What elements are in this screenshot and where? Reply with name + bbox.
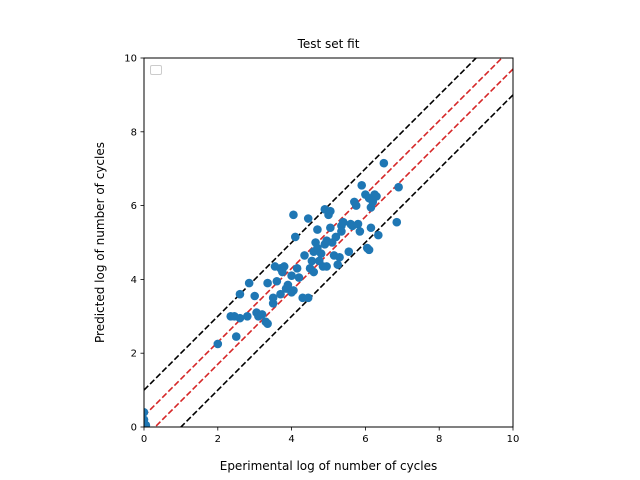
reference-line-2	[153, 68, 513, 427]
data-point	[337, 227, 346, 236]
y-tick-label: 0	[131, 423, 137, 434]
y-axis-ticks: 0 2 4 6 8 10	[124, 54, 144, 434]
data-point	[294, 273, 304, 282]
data-point	[303, 214, 313, 223]
data-point	[335, 252, 344, 262]
y-axis-label: Predicted log of number of cycles	[93, 142, 107, 343]
data-point	[366, 223, 376, 233]
data-point	[243, 312, 252, 321]
plot-frame	[143, 57, 514, 428]
data-point	[326, 223, 335, 233]
data-point	[326, 206, 335, 216]
data-point	[235, 313, 245, 323]
data-point	[231, 332, 241, 341]
data-point	[250, 291, 259, 301]
data-point	[331, 232, 341, 242]
x-tick-label: 4	[288, 434, 294, 445]
x-tick-label: 2	[215, 434, 221, 445]
data-point	[287, 271, 296, 281]
data-points	[144, 158, 403, 427]
data-point	[353, 219, 363, 229]
data-point	[144, 407, 149, 417]
data-point	[351, 201, 361, 210]
data-point	[279, 262, 289, 271]
reference-lines	[144, 58, 513, 427]
data-point	[379, 158, 389, 168]
data-point	[392, 217, 402, 227]
data-point	[263, 319, 272, 328]
reference-line-3	[144, 58, 478, 391]
data-point	[394, 182, 403, 192]
data-point	[303, 293, 313, 303]
y-tick-label: 4	[131, 275, 137, 286]
data-point	[292, 264, 302, 273]
chart-title: Test set fit	[297, 37, 360, 51]
data-point	[257, 310, 267, 319]
x-tick-label: 10	[507, 434, 520, 445]
data-point	[372, 192, 381, 201]
data-point	[364, 245, 374, 255]
x-axis-label: Eperimental log of number of cycles	[220, 459, 438, 473]
data-point	[289, 286, 298, 295]
x-tick-label: 0	[141, 434, 147, 445]
data-point	[263, 278, 272, 288]
x-tick-label: 8	[436, 434, 442, 445]
data-point	[244, 278, 254, 288]
data-point	[289, 210, 298, 220]
data-point	[322, 262, 331, 271]
x-axis-ticks: 0 2 4 6 8 10	[141, 427, 520, 445]
y-tick-label: 2	[131, 349, 137, 360]
data-point	[290, 232, 300, 242]
data-point	[272, 276, 282, 286]
data-point	[268, 299, 278, 308]
data-point	[355, 227, 365, 236]
y-tick-label: 6	[131, 201, 137, 212]
data-point	[333, 260, 343, 269]
x-tick-label: 6	[362, 434, 368, 445]
y-tick-label: 8	[131, 127, 137, 138]
data-point	[144, 420, 151, 427]
data-point	[344, 247, 354, 257]
data-point	[309, 267, 319, 277]
data-point	[374, 230, 383, 240]
data-point	[338, 217, 348, 227]
data-point	[235, 289, 245, 299]
reference-line-4	[179, 94, 513, 427]
data-point	[300, 251, 309, 260]
y-tick-label: 10	[124, 54, 137, 65]
data-point	[283, 280, 293, 290]
data-point	[213, 339, 223, 349]
data-point	[307, 256, 317, 266]
data-point	[313, 225, 322, 234]
data-point	[357, 181, 367, 190]
data-point	[276, 289, 285, 299]
data-point	[316, 249, 326, 258]
empty-legend-box	[150, 65, 162, 75]
